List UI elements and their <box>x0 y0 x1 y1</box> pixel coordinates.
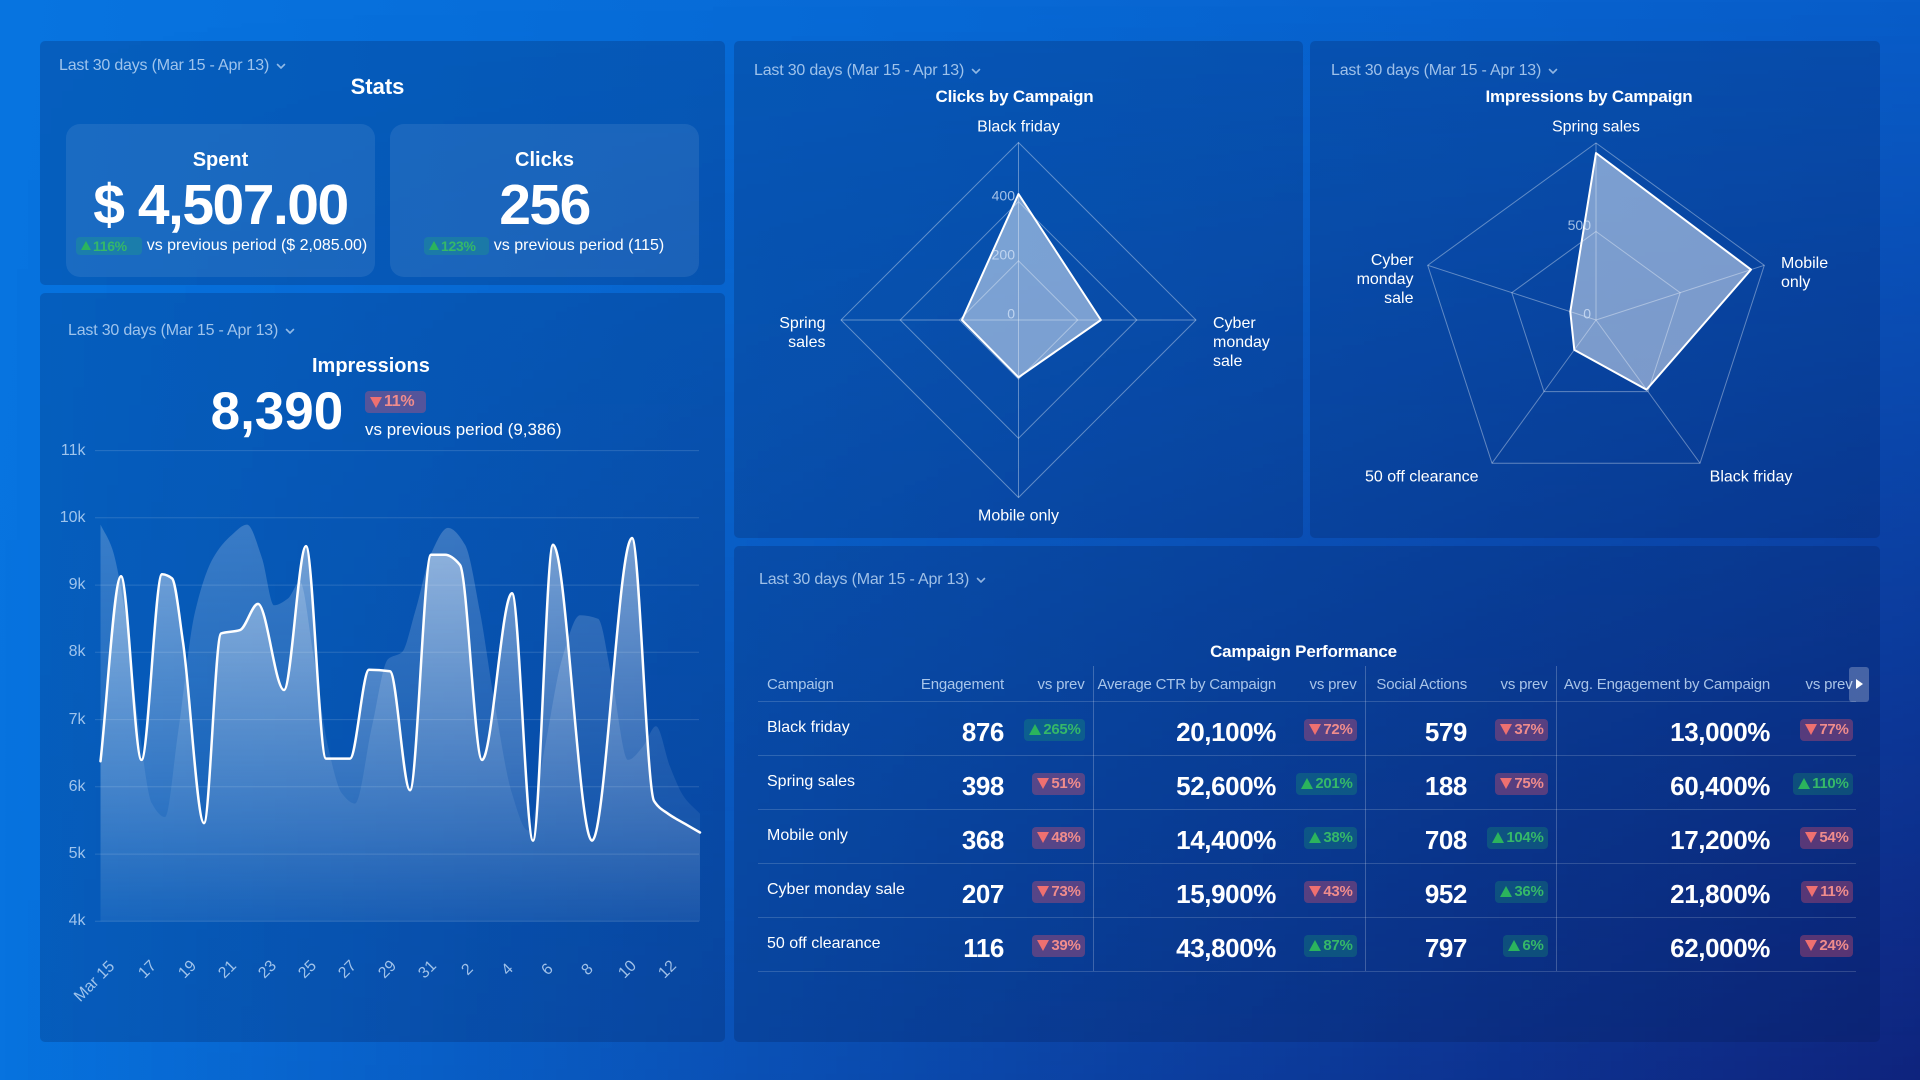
svg-text:sales: sales <box>788 334 825 351</box>
svg-text:sale: sale <box>1213 353 1242 370</box>
svg-text:Spring sales: Spring sales <box>1552 119 1640 136</box>
svg-text:0: 0 <box>1007 306 1015 322</box>
svg-text:50 off clearance: 50 off clearance <box>1365 469 1479 486</box>
svg-text:only: only <box>1781 274 1810 291</box>
svg-text:monday: monday <box>1213 334 1270 351</box>
svg-text:0: 0 <box>1583 306 1591 322</box>
svg-text:200: 200 <box>992 247 1016 263</box>
svg-text:Cyber: Cyber <box>1371 252 1414 269</box>
svg-text:sale: sale <box>1384 290 1413 307</box>
svg-text:500: 500 <box>1568 217 1592 233</box>
svg-text:Black friday: Black friday <box>977 119 1060 136</box>
svg-text:monday: monday <box>1357 271 1414 288</box>
svg-text:Cyber: Cyber <box>1213 315 1256 332</box>
svg-text:Spring: Spring <box>779 315 825 332</box>
svg-text:Mobile: Mobile <box>1781 255 1828 272</box>
svg-text:Mobile only: Mobile only <box>978 508 1059 525</box>
svg-text:400: 400 <box>992 188 1016 204</box>
svg-text:Black friday: Black friday <box>1710 469 1793 486</box>
